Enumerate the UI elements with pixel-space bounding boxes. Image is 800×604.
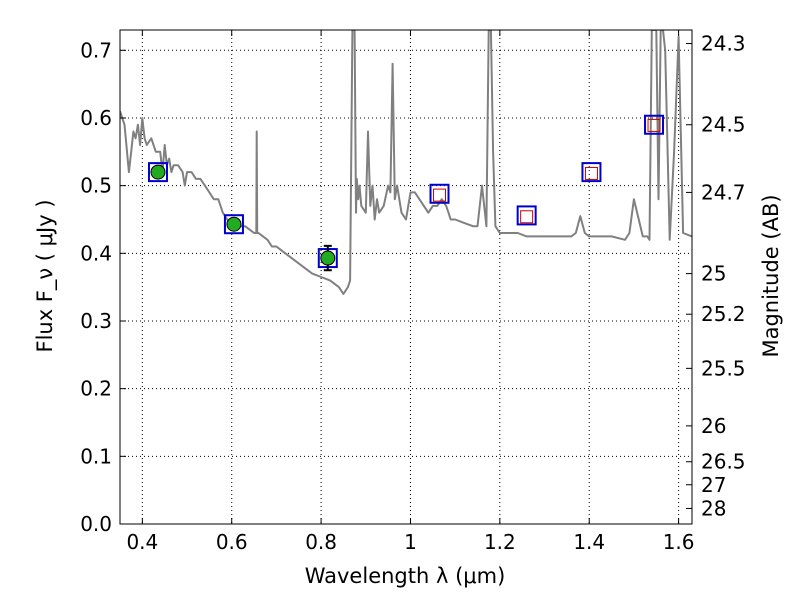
measured-upper-box — [520, 210, 534, 224]
y-tick-label: 0.1 — [80, 444, 112, 468]
model-photometry-box — [147, 162, 168, 183]
measured-upper-box — [433, 188, 447, 202]
x-axis-label: Wavelength λ (μm) — [305, 564, 506, 588]
plot-frame — [119, 29, 693, 525]
x-tick-label: 1.6 — [663, 530, 695, 554]
measured-upper-box — [647, 118, 661, 132]
y-tick-label: 0.5 — [80, 174, 112, 198]
measured-detection-point — [150, 164, 166, 180]
y-tick-label: 0.3 — [80, 309, 112, 333]
y2-tick-label: 27 — [701, 473, 726, 497]
y2-tick-label: 26.5 — [701, 450, 746, 474]
y2-tick-label: 24.3 — [701, 32, 746, 56]
y2-tick-label: 26 — [701, 414, 726, 438]
x-tick-label: 1.4 — [573, 530, 605, 554]
measured-upper-box — [584, 166, 598, 180]
y-tick-label: 0.7 — [80, 38, 112, 62]
model-photometry-box — [516, 205, 537, 226]
x-tick-label: 1 — [404, 530, 417, 554]
y2-tick-label: 24.7 — [701, 180, 746, 204]
model-photometry-box — [429, 183, 450, 204]
y2-axis-label: Magnitude (AB) — [759, 194, 783, 357]
tick-layer: 0.4 0.6 0.8 1 1.2 1.4 1.6 0.0 0.1 0.2 0.3 0.4 0.5 0.6… — [80, 30, 746, 554]
y-axis-label: Flux F_ν ( μJy ) — [33, 199, 58, 352]
x-tick-label: 1.2 — [484, 530, 516, 554]
x-tick-label: 0.6 — [216, 530, 248, 554]
data-layer — [120, 30, 692, 295]
measured-detection-point — [226, 216, 242, 232]
y2-tick-label: 25.5 — [701, 356, 746, 380]
y2-tick-label: 25 — [701, 262, 726, 286]
label-layer: Wavelength λ (μm) Flux F_ν ( μJy ) Magni… — [33, 194, 783, 588]
y-tick-label: 0.4 — [80, 241, 112, 265]
model-photometry-box — [644, 114, 665, 135]
measured-detection-point — [320, 250, 336, 266]
frame-layer — [119, 29, 693, 525]
model-photometry-box — [223, 214, 244, 235]
y-tick-label: 0.6 — [80, 106, 112, 130]
x-tick-label: 0.8 — [305, 530, 337, 554]
y2-tick-label: 28 — [701, 496, 726, 520]
y2-tick-label: 24.5 — [701, 113, 746, 137]
x-tick-label: 0.4 — [126, 530, 158, 554]
model-photometry-box — [581, 162, 602, 183]
y-tick-label: 0.2 — [80, 377, 112, 401]
y-tick-label: 0.0 — [80, 512, 112, 536]
spectrum-line — [120, 30, 692, 295]
y2-tick-label: 25.2 — [701, 302, 746, 326]
